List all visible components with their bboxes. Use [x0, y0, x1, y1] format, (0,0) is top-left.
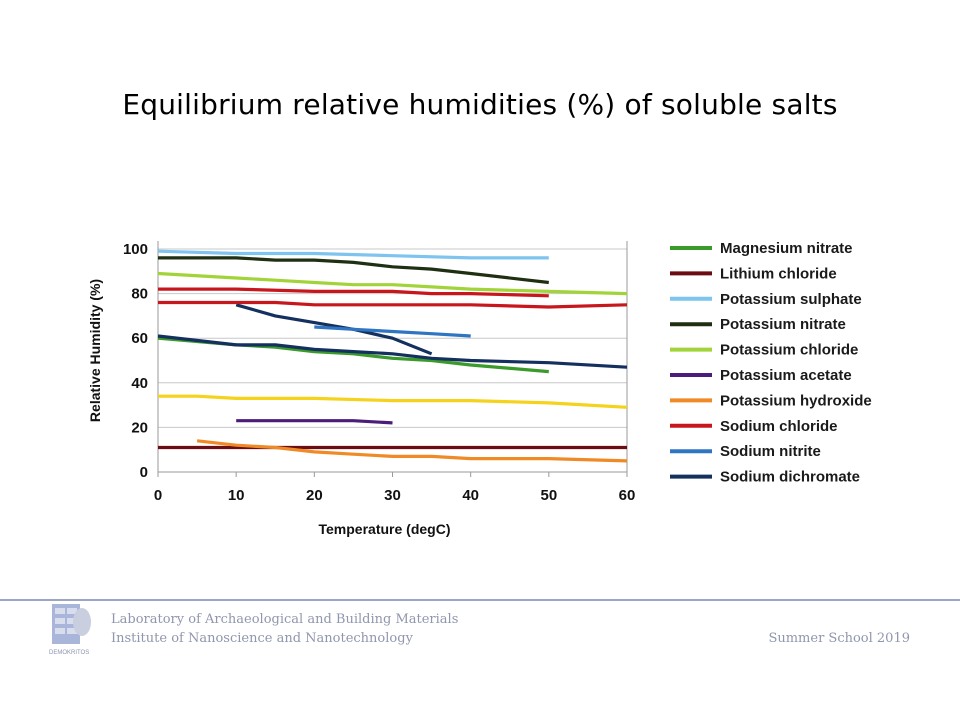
- footer-lab-name: Laboratory of Archaeological and Buildin…: [111, 612, 459, 627]
- slide-title: Equilibrium relative humidities (%) of s…: [122, 88, 838, 121]
- y-axis-title: Relative Humidity (%): [87, 279, 103, 422]
- x-tick-label: 20: [306, 487, 323, 504]
- legend-label: Potassium acetate: [720, 367, 852, 384]
- legend-label: Potassium sulphate: [720, 291, 862, 308]
- footer-divider: [0, 599, 960, 601]
- legend-label: Sodium dichromate: [720, 469, 860, 486]
- y-tick-label: 20: [131, 419, 148, 436]
- legend: Magnesium nitrate Lithium chloride Potassi…: [670, 240, 872, 486]
- series-line-unlabeled: [235, 303, 433, 356]
- x-tick-label: 0: [154, 487, 162, 504]
- series-lines: [157, 249, 628, 463]
- logo-caption: DEMOKRITOS: [49, 650, 89, 656]
- y-tick-label: 0: [140, 464, 148, 481]
- x-axis-title: Temperature (degC): [319, 521, 451, 537]
- series-line-sodium-nitrite: [314, 325, 471, 338]
- series-line-potassium-sulphate: [157, 249, 549, 260]
- legend-label: Magnesium nitrate: [720, 240, 853, 257]
- y-tick-label: 40: [131, 375, 148, 392]
- legend-label: Sodium nitrite: [720, 443, 821, 460]
- democritos-logo-icon: DEMOKRITOS: [49, 604, 91, 656]
- y-tick-label: 60: [131, 330, 148, 347]
- legend-label: Potassium nitrate: [720, 316, 846, 333]
- y-tick-label: 80: [131, 286, 148, 303]
- series-line-potassium-acetate: [236, 419, 393, 425]
- x-tick-label: 50: [540, 487, 557, 504]
- footer-institute-name: Institute of Nanoscience and Nanotechnol…: [111, 631, 413, 646]
- gridlines: [158, 248, 627, 473]
- series-line-unlabeled: [158, 287, 549, 298]
- legend-label: Potassium hydroxide: [720, 392, 872, 409]
- series-line-potassium-nitrate: [158, 256, 549, 285]
- series-line-potassium-chloride: [157, 271, 628, 296]
- series-line-unlabeled: [158, 394, 628, 409]
- series-line-sodium-chloride: [158, 300, 628, 309]
- series-line-sodium-dichromate: [157, 334, 628, 369]
- axes: 0 20 40 60 80 100 0 10 20 30 40 50 60 Temperature (de…: [87, 241, 635, 537]
- x-tick-label: 40: [462, 487, 479, 504]
- legend-label: Lithium chloride: [720, 265, 837, 282]
- x-tick-label: 30: [384, 487, 401, 504]
- legend-label: Potassium chloride: [720, 342, 858, 359]
- y-tick-label: 100: [123, 241, 148, 258]
- x-tick-label: 60: [619, 487, 636, 504]
- x-tick-label: 10: [228, 487, 245, 504]
- legend-label: Sodium chloride: [720, 418, 838, 435]
- series-line-potassium-hydroxide: [196, 439, 628, 463]
- footer-event-label: Summer School 2019: [768, 631, 910, 646]
